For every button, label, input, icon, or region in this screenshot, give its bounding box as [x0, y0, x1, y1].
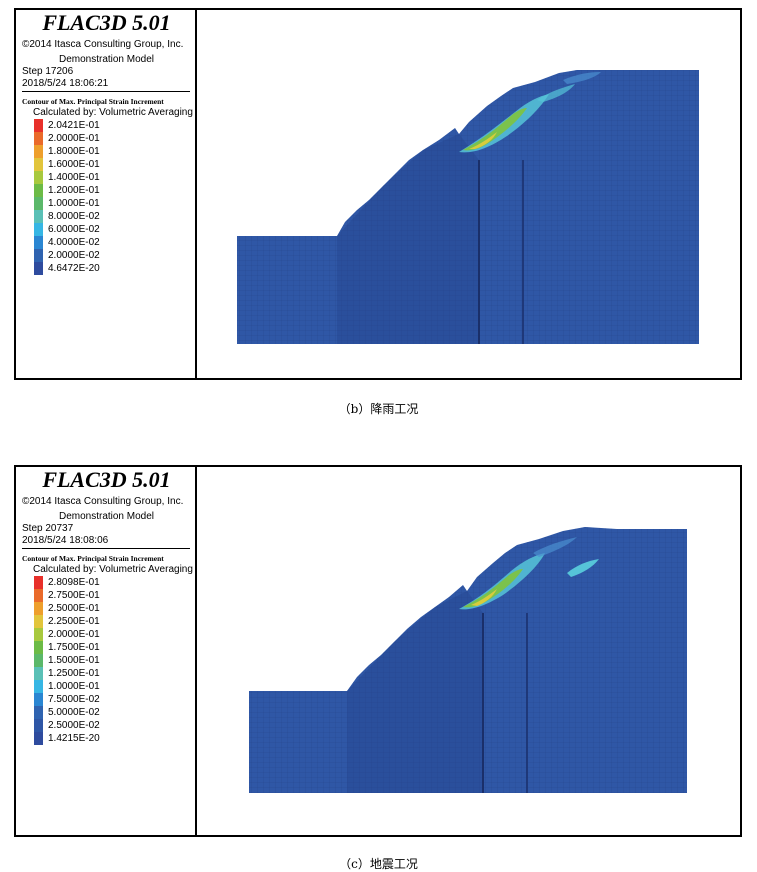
- strain-band-upper: [537, 84, 575, 102]
- strain-band-core: [469, 132, 497, 149]
- scale-swatch: [34, 236, 43, 249]
- scale-label: 2.7500E-01: [48, 590, 100, 601]
- slope-body-mesh: [249, 527, 687, 793]
- scale-swatch: [34, 158, 43, 171]
- scale-label: 1.4000E-01: [48, 172, 100, 183]
- scale-label: 1.4215E-20: [48, 733, 100, 744]
- scale-swatch: [34, 615, 43, 628]
- figure-b-panel: FLAC3D 5.01 ©2014 Itasca Consulting Grou…: [14, 8, 742, 380]
- strain-band-inner: [463, 108, 527, 151]
- scale-label: 8.0000E-02: [48, 211, 100, 222]
- scale-swatch: [34, 641, 43, 654]
- scale-label: 1.0000E-01: [48, 681, 100, 692]
- figure-c-panel: FLAC3D 5.01 ©2014 Itasca Consulting Grou…: [14, 465, 742, 837]
- slope-face-shade: [337, 134, 479, 344]
- scale-swatch: [34, 667, 43, 680]
- scale-swatch: [34, 576, 43, 589]
- scale-label: 5.0000E-02: [48, 707, 100, 718]
- scale-label: 2.0000E-02: [48, 250, 100, 261]
- scale-swatch: [34, 719, 43, 732]
- scale-swatch: [34, 628, 43, 641]
- scale-swatch: [34, 145, 43, 158]
- scale-label: 1.5000E-01: [48, 655, 100, 666]
- scale-swatch: [34, 184, 43, 197]
- calculated-by-label: Calculated by: Volumetric Averaging: [33, 107, 193, 118]
- slope-body-mesh: [237, 70, 699, 344]
- scale-label: 2.2500E-01: [48, 616, 100, 627]
- legend-panel-b: FLAC3D 5.01 ©2014 Itasca Consulting Grou…: [16, 10, 197, 378]
- scale-swatch: [34, 223, 43, 236]
- scale-label: 2.8098E-01: [48, 577, 100, 588]
- timestamp-label: 2018/5/24 18:06:21: [22, 78, 109, 89]
- strain-band-top: [533, 537, 577, 557]
- scale-label: 7.5000E-02: [48, 694, 100, 705]
- contour-title: Contour of Max. Principal Strain Increme…: [22, 554, 164, 563]
- slope-face-shade: [347, 591, 483, 793]
- scale-swatch: [34, 732, 43, 745]
- model-name: Demonstration Model: [58, 511, 155, 522]
- calculated-by-label: Calculated by: Volumetric Averaging: [33, 564, 193, 575]
- figure-caption-c: （c）地震工况: [339, 857, 418, 871]
- scale-swatch: [34, 171, 43, 184]
- strain-band-core: [471, 589, 497, 606]
- scale-swatch: [34, 132, 43, 145]
- copyright-text: ©2014 Itasca Consulting Group, Inc.: [22, 39, 184, 50]
- figure-caption-b: （b）降雨工况: [338, 402, 419, 416]
- scale-swatch: [34, 706, 43, 719]
- slope-model-plot: [249, 527, 687, 793]
- scale-label: 1.7500E-01: [48, 642, 100, 653]
- scale-label: 1.0000E-01: [48, 198, 100, 209]
- scale-swatch: [34, 197, 43, 210]
- scale-label: 1.2500E-01: [48, 668, 100, 679]
- timestamp-label: 2018/5/24 18:08:06: [22, 535, 109, 546]
- scale-swatch: [34, 680, 43, 693]
- scale-swatch: [34, 119, 43, 132]
- strain-band-upper: [567, 559, 599, 577]
- scale-label: 2.5000E-02: [48, 720, 100, 731]
- scale-label: 2.5000E-01: [48, 603, 100, 614]
- scale-swatch: [34, 210, 43, 223]
- contour-title: Contour of Max. Principal Strain Increme…: [22, 97, 164, 106]
- scale-swatch: [34, 693, 43, 706]
- scale-label: 2.0000E-01: [48, 133, 100, 144]
- scale-label: 2.0421E-01: [48, 120, 100, 131]
- scale-label: 1.2000E-01: [48, 185, 100, 196]
- scale-swatch: [34, 654, 43, 667]
- scale-label: 1.6000E-01: [48, 159, 100, 170]
- scale-swatch: [34, 602, 43, 615]
- strain-band-inner: [463, 569, 523, 608]
- scale-swatch: [34, 589, 43, 602]
- slope-model-plot: [237, 70, 699, 344]
- legend-panel-c: FLAC3D 5.01 ©2014 Itasca Consulting Grou…: [16, 467, 197, 835]
- legend-divider: [22, 91, 190, 92]
- legend-divider: [22, 548, 190, 549]
- scale-label: 6.0000E-02: [48, 224, 100, 235]
- scale-label: 4.0000E-02: [48, 237, 100, 248]
- scale-label: 2.0000E-01: [48, 629, 100, 640]
- software-title: FLAC3D 5.01: [42, 10, 171, 35]
- scale-label: 4.6472E-20: [48, 263, 100, 274]
- step-label: Step 17206: [22, 66, 74, 77]
- copyright-text: ©2014 Itasca Consulting Group, Inc.: [22, 496, 184, 507]
- scale-swatch: [34, 249, 43, 262]
- software-title: FLAC3D 5.01: [42, 467, 171, 492]
- step-label: Step 20737: [22, 523, 74, 534]
- scale-label: 1.8000E-01: [48, 146, 100, 157]
- model-name: Demonstration Model: [58, 54, 155, 65]
- scale-swatch: [34, 262, 43, 275]
- strain-band-top: [563, 72, 601, 84]
